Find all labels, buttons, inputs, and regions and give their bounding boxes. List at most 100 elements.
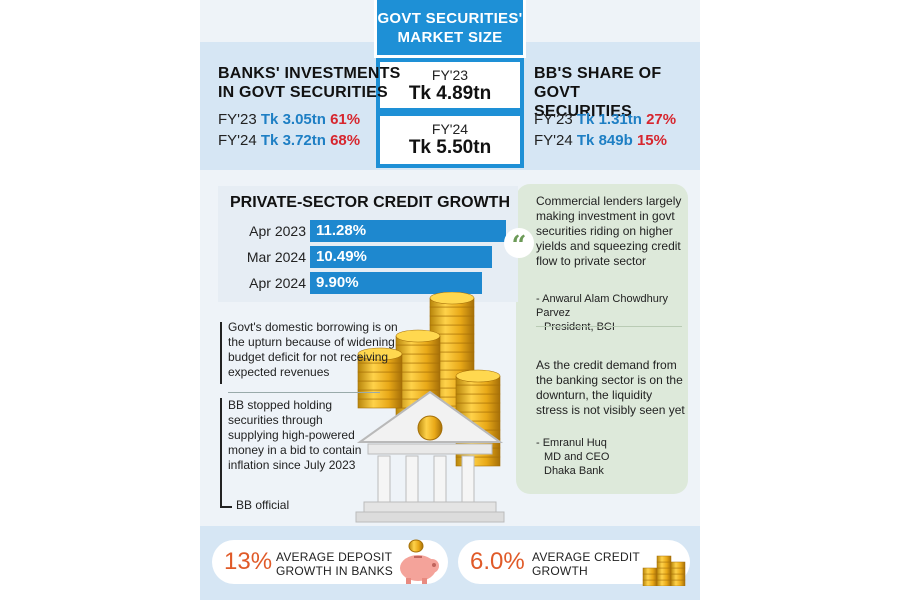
note-line: supplying high-powered (228, 428, 355, 442)
note-line: the upturn because of widening (228, 335, 395, 349)
note-line: budget deficit for not receiving (228, 350, 389, 364)
row-amount: Tk 3.72tn (260, 132, 326, 149)
row-year: FY'24 (534, 132, 573, 149)
quote-line: the banking sector is on the (536, 373, 683, 387)
quote-line: securities riding on higher (536, 224, 673, 238)
attribution-line: - Anwarul Alam Chowdhury Parvez (536, 293, 669, 319)
row-amount: Tk 1.31tn (576, 111, 642, 128)
heading-line: BANKS' INVESTMENTS (218, 65, 401, 82)
attribution-line: Dhaka Bank (544, 465, 604, 477)
banks-investment-heading: BANKS' INVESTMENTS IN GOVT SECURITIES (218, 64, 401, 102)
quote-2-text: As the credit demand from the banking se… (536, 358, 685, 418)
attribution-line: President, BCI (544, 321, 615, 333)
coin (670, 567, 686, 575)
label-line: AVERAGE CREDIT (532, 550, 640, 564)
attribution-line: MD and CEO (544, 451, 610, 463)
market-size-value: Tk 4.89tn (408, 83, 492, 104)
coin (357, 398, 403, 409)
coins-bank-illustration (355, 292, 505, 523)
quote-line: making investment in govt (536, 209, 675, 223)
row-year: FY'24 (218, 132, 257, 149)
coin (429, 306, 475, 317)
category-label: Apr 2024 (249, 275, 306, 291)
market-size-value: Tk 5.50tn (408, 137, 492, 158)
chart-title: PRIVATE-SECTOR CREDIT GROWTH (230, 194, 510, 211)
note-line: securities through (228, 413, 323, 427)
coin (395, 344, 441, 355)
category-label: Apr 2023 (249, 223, 306, 239)
heading-line: IN GOVT SECURITIES (218, 84, 388, 101)
quote-icon: “ (504, 228, 534, 261)
bar (310, 246, 493, 268)
note-source: BB official (236, 498, 290, 512)
coin (670, 561, 686, 569)
label-line: GROWTH (532, 564, 588, 578)
note-borrowing: Govt's domestic borrowing is on the uptu… (228, 320, 398, 380)
coin (642, 573, 658, 581)
row-share: 27% (646, 111, 677, 128)
market-size-fy23-box: FY'23 Tk 4.89tn (376, 58, 524, 112)
quote-line: downturn, the liquidity (536, 388, 653, 402)
deposit-growth-label: AVERAGE DEPOSIT GROWTH IN BANKS (276, 550, 393, 578)
row-share: 68% (330, 132, 361, 149)
quote-2-attribution: - Emranul Huq MD and CEO Dhaka Bank (536, 436, 609, 478)
row-year: FY'23 (218, 111, 257, 128)
note-line: BB stopped holding (228, 398, 333, 412)
credit-growth-chart: PRIVATE-SECTOR CREDIT GROWTH Apr 2023 11.… (218, 186, 518, 302)
market-size-year: FY'24 (431, 121, 469, 137)
coin (656, 573, 672, 581)
coin-top (357, 347, 403, 361)
note-rule (220, 398, 222, 508)
data-label: 11.28% (316, 222, 367, 239)
coin (642, 567, 658, 575)
note-line: Govt's domestic borrowing is on (228, 320, 398, 334)
bar (310, 272, 483, 294)
note-rule (220, 322, 222, 384)
quote-line: flow to private sector (536, 254, 647, 268)
title-line-2: MARKET SIZE (397, 29, 503, 46)
label-line: GROWTH IN BANKS (276, 564, 394, 578)
note-line: money in a bid to contain (228, 443, 362, 457)
coin (656, 567, 672, 575)
quote-line: yields and squeezing credit (536, 239, 681, 253)
quote-divider (536, 326, 682, 327)
coin-top (455, 369, 501, 383)
row-year: FY'23 (534, 111, 573, 128)
coin (656, 579, 672, 586)
note-line: expected revenues (228, 365, 330, 379)
data-label: 10.49% (316, 248, 367, 265)
deposit-growth-value: 13% (224, 548, 273, 575)
coin (357, 380, 403, 391)
quote-1-attribution: - Anwarul Alam Chowdhury Parvez Presiden… (536, 292, 700, 334)
quote-1-text: Commercial lenders largely making invest… (536, 194, 681, 269)
quote-line: As the credit demand from (536, 358, 677, 372)
coin-top (429, 292, 475, 305)
note-divider (228, 392, 380, 393)
coin (670, 579, 686, 586)
coin (670, 573, 686, 581)
row-amount: Tk 849b (576, 132, 633, 149)
coin (429, 315, 475, 326)
heading-line: SECURITIES (534, 103, 633, 120)
coin (455, 393, 501, 404)
row-amount: Tk 3.05tn (260, 111, 326, 128)
title-line-1: GOVT SECURITIES' (377, 10, 523, 27)
credit-growth-label: AVERAGE CREDIT GROWTH (532, 550, 640, 578)
coin (656, 561, 672, 569)
coin (395, 362, 441, 373)
bar-row: Apr 2024 9.90% (218, 272, 518, 294)
banks-row-fy23: FY'23 Tk 3.05tn 61% (218, 110, 360, 130)
bank-building-icon (355, 390, 505, 523)
source-tick (222, 506, 232, 508)
coin-top (395, 329, 441, 343)
bb-share-heading: BB'S SHARE OF GOVT SECURITIES (534, 64, 700, 121)
data-label: 9.90% (316, 274, 359, 291)
quote-line: stress is not visibly seen yet (536, 403, 685, 417)
coin (455, 384, 501, 395)
bb-row-fy23: FY'23 Tk 1.31tn 27% (534, 110, 676, 130)
market-size-fy24-box: FY'24 Tk 5.50tn (376, 112, 524, 168)
infographic: GOVT SECURITIES' MARKET SIZE FY'23 Tk 4.… (200, 0, 700, 600)
note-bb-stopped: BB stopped holding securities through su… (228, 398, 361, 473)
market-size-title: GOVT SECURITIES' MARKET SIZE (374, 0, 526, 58)
quote-panel (516, 184, 688, 494)
